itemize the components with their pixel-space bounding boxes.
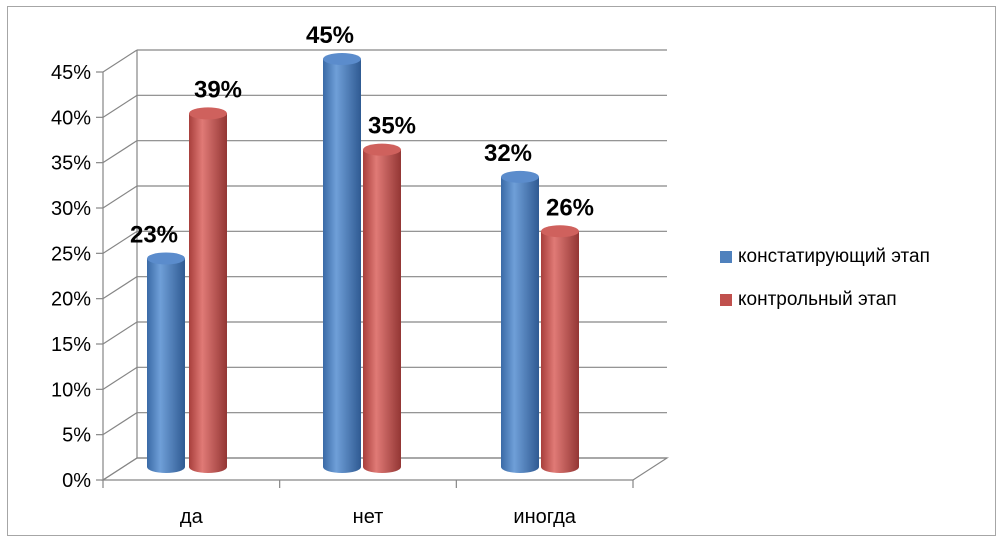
y-tick-label: 10%: [51, 379, 91, 401]
bar-body: [501, 176, 539, 473]
bar-top: [541, 225, 579, 238]
y-tick-label: 5%: [62, 425, 91, 447]
gridline-side: [102, 185, 138, 209]
data-label: 32%: [484, 140, 532, 167]
bar-constatir-1: [323, 53, 361, 473]
gridline-side: [102, 412, 138, 436]
bar-constatir-2: [501, 170, 539, 473]
bar-body: [323, 59, 361, 473]
y-tick-label: 45%: [51, 62, 91, 84]
y-tick-label: 40%: [51, 107, 91, 129]
y-tick-label: 0%: [62, 470, 91, 492]
bars-layer: [147, 53, 579, 474]
bar-body: [147, 258, 185, 473]
bar-top: [501, 170, 539, 183]
chart-frame: [7, 6, 996, 536]
y-tick-label: 15%: [51, 334, 91, 356]
gridline-side: [102, 366, 138, 390]
gridline-side: [102, 230, 138, 254]
y-tick-label: 20%: [51, 289, 91, 311]
bar-body: [189, 113, 227, 474]
bar-control-0: [189, 107, 227, 474]
y-tick-label: 30%: [51, 198, 91, 220]
gridline-side: [102, 276, 138, 300]
bar-control-1: [363, 143, 401, 473]
data-label: 35%: [368, 113, 416, 140]
bar-top: [323, 53, 361, 65]
data-label: 23%: [130, 221, 178, 248]
legend-swatch-1: [720, 294, 732, 306]
bar-top: [363, 143, 401, 156]
bar-top: [147, 252, 185, 265]
data-label: 26%: [546, 194, 594, 221]
y-tick-label: 25%: [51, 243, 91, 265]
gridline-side: [102, 94, 138, 118]
legend-swatch-0: [720, 251, 732, 263]
bar-constatir-0: [147, 252, 185, 473]
x-category-label: иногда: [513, 506, 576, 528]
x-category-label: нет: [353, 506, 384, 528]
x-category-label: да: [180, 506, 204, 528]
gridline-side: [102, 49, 138, 73]
bar-body: [363, 149, 401, 473]
y-tick-label: 35%: [51, 153, 91, 175]
legend-label-1: контрольный этап: [738, 289, 897, 310]
gridline-side: [102, 457, 138, 481]
bar-top: [189, 107, 227, 120]
labels-layer: да нет иногда 23% 45% 32% 39% 35% 26%: [130, 22, 594, 528]
bar-control-2: [541, 225, 579, 473]
legend: констатирующий этап контрольный этап: [720, 246, 930, 310]
gridline-side: [102, 140, 138, 164]
data-label: 45%: [306, 22, 354, 49]
legend-label-0: констатирующий этап: [738, 246, 930, 267]
gridline-side: [102, 321, 138, 345]
bar-body: [541, 231, 579, 473]
data-label: 39%: [194, 76, 242, 103]
